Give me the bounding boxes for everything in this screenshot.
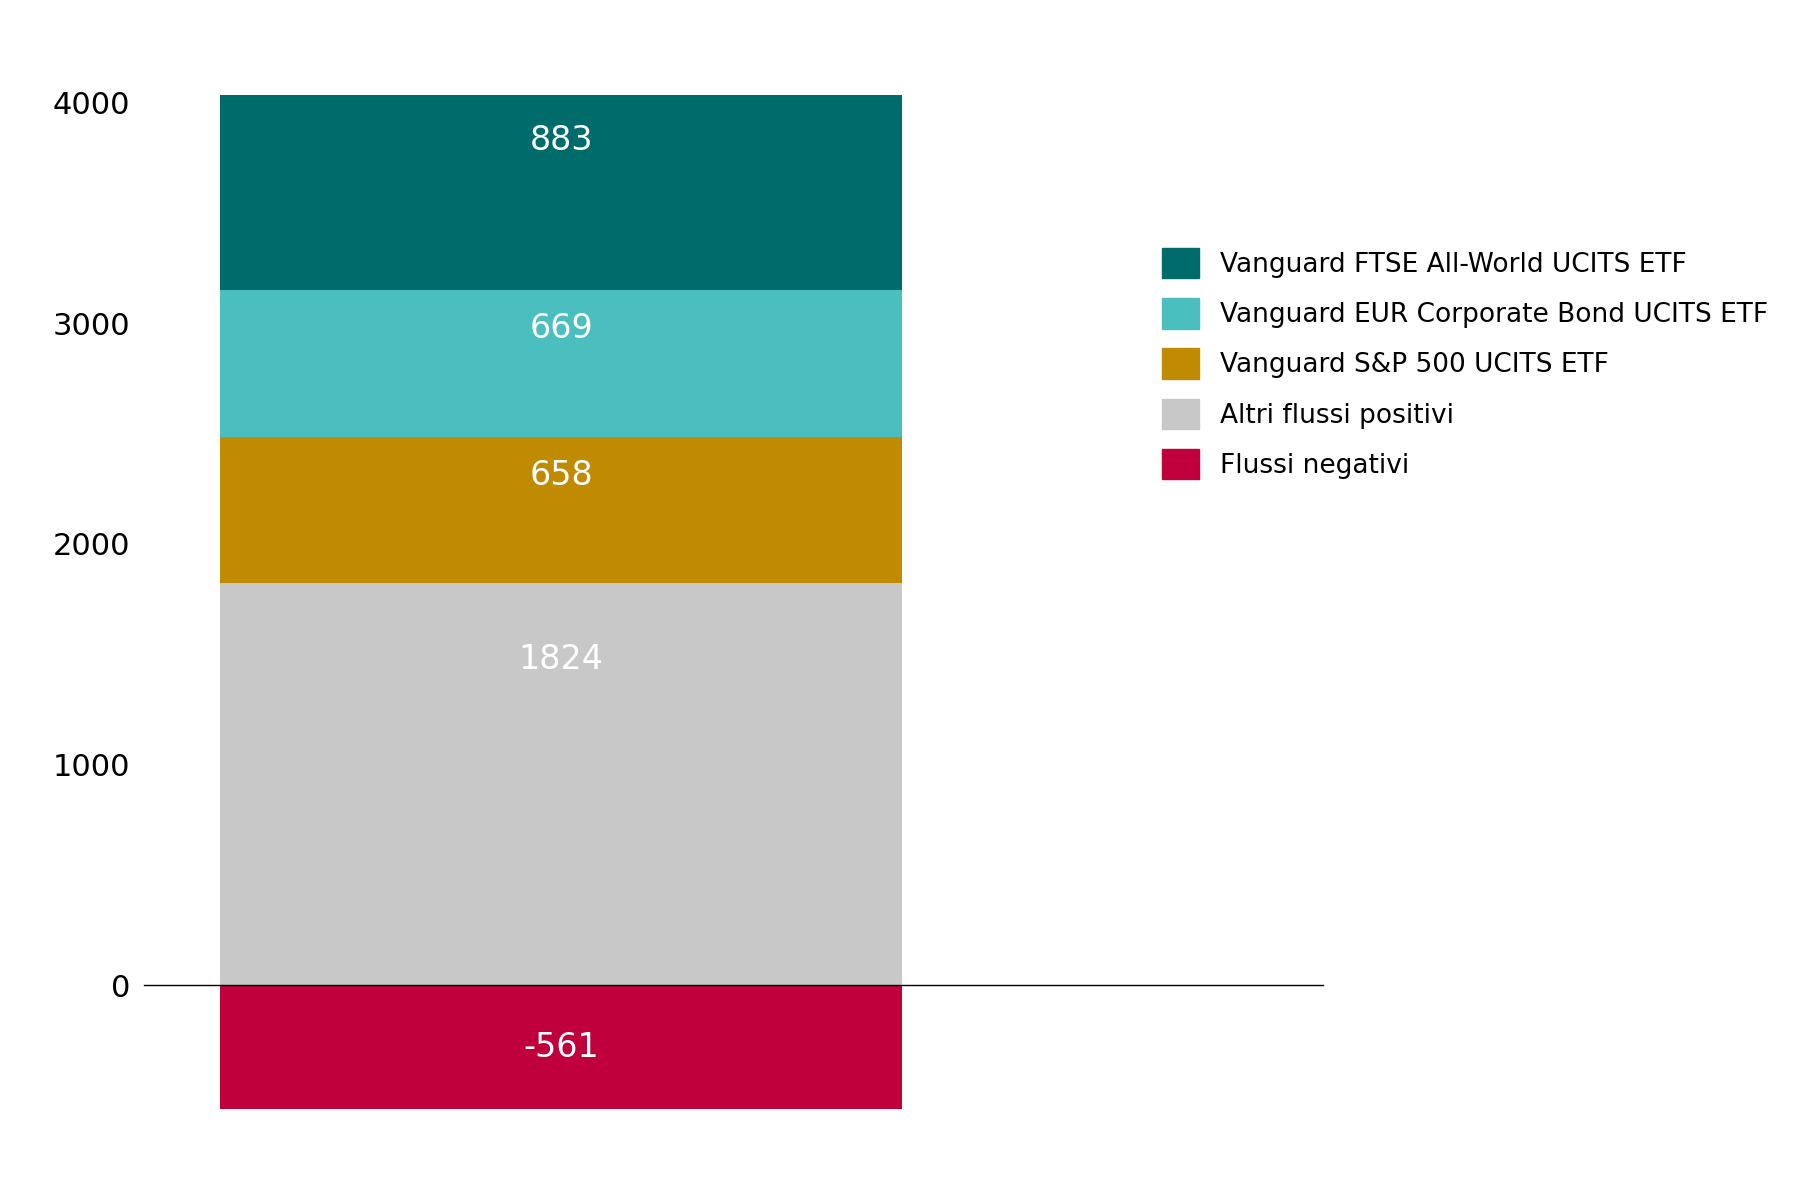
Bar [220, 289, 902, 438]
Text: 658: 658 [529, 460, 592, 492]
Legend: Vanguard FTSE All-World UCITS ETF, Vanguard EUR Corporate Bond UCITS ETF, Vangua: Vanguard FTSE All-World UCITS ETF, Vangu… [1161, 248, 1768, 480]
Bar [220, 985, 902, 1109]
Text: 1824: 1824 [518, 643, 603, 676]
Text: -561: -561 [524, 1031, 599, 1064]
Bar [220, 95, 902, 289]
Text: 883: 883 [529, 124, 592, 157]
Bar [220, 583, 902, 985]
Bar [220, 438, 902, 583]
Text: 669: 669 [529, 312, 592, 344]
